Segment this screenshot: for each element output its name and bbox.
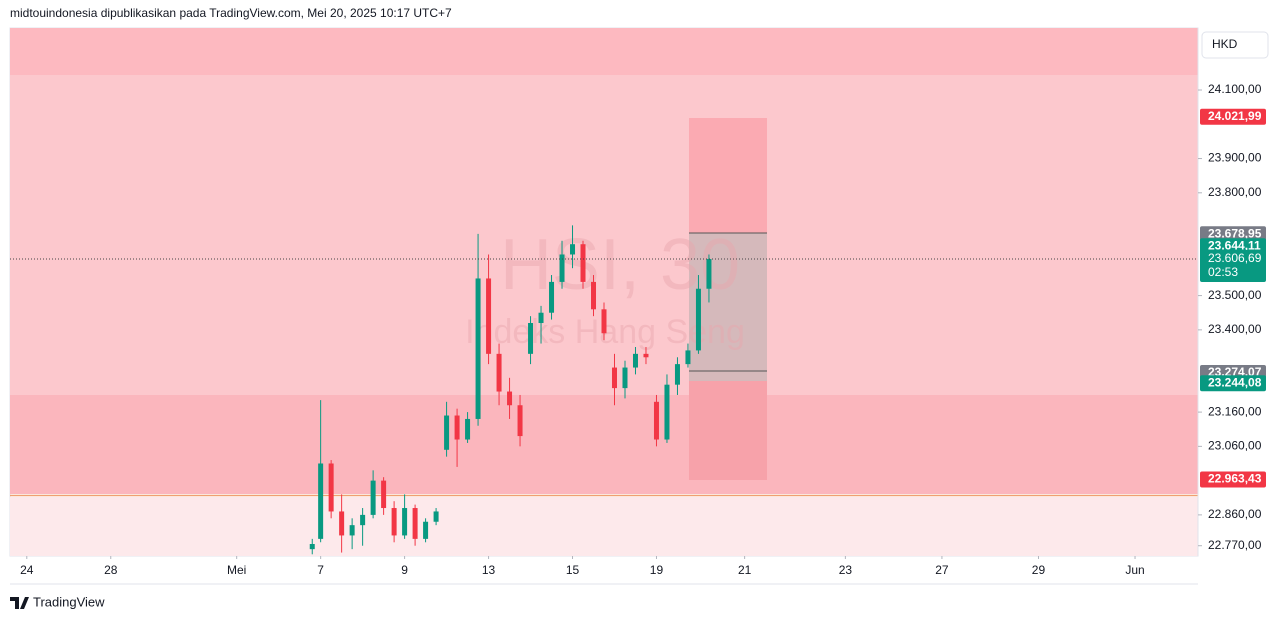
- candle-body: [538, 312, 544, 324]
- logo: TradingView: [10, 594, 105, 609]
- candle-body: [601, 309, 607, 334]
- zone-top: [10, 28, 1198, 75]
- y-tick-label: 23.500,00: [1208, 288, 1262, 302]
- price-label: 23.678,95: [1208, 226, 1262, 240]
- x-tick-label: Mei: [227, 563, 246, 577]
- zone-low: [10, 395, 1198, 494]
- candle-body: [360, 514, 366, 526]
- y-tick-label: 23.800,00: [1208, 185, 1262, 199]
- currency: HKD: [1212, 37, 1238, 51]
- price-label-box: [1200, 375, 1266, 392]
- candle-body: [580, 244, 586, 282]
- candle-body: [685, 350, 691, 365]
- target-zone: [689, 118, 767, 233]
- y-tick-label: 23.900,00: [1208, 151, 1262, 165]
- candle-body: [507, 391, 513, 406]
- watermark: HSI, 30: [500, 225, 740, 305]
- candle-body: [475, 278, 481, 419]
- y-tick-label: 23.160,00: [1208, 404, 1262, 418]
- axes: 24.100,00 23.900,00 23.800,00 23.500,00 23.4…: [20, 82, 1266, 577]
- logo-icon: [10, 597, 29, 609]
- candle-body: [496, 353, 502, 392]
- candle-body: [632, 353, 638, 368]
- x-tick-label: 19: [650, 563, 664, 577]
- candle-body: [653, 401, 659, 440]
- candle-body: [674, 364, 680, 385]
- x-tick-label: 28: [104, 563, 118, 577]
- x-tick-label: 23: [839, 563, 853, 577]
- header: midtouindonesia dipublikasikan pada Trad…: [10, 6, 452, 20]
- candle-body: [454, 415, 460, 440]
- price-label: 23.644,11: [1208, 238, 1261, 252]
- zone-mid: [10, 75, 1198, 395]
- candle-body: [706, 259, 712, 289]
- candle-body: [695, 288, 701, 351]
- candle-body: [559, 254, 565, 282]
- candle-body: [622, 367, 628, 389]
- y-tick-label: 22.770,00: [1208, 538, 1262, 552]
- x-tick-label: Jun: [1125, 563, 1144, 577]
- zones: [10, 28, 1198, 556]
- entry-zone: [689, 233, 767, 381]
- y-tick-label: 24.100,00: [1208, 82, 1262, 96]
- stop-zone: [689, 381, 767, 480]
- x-tick-label: 29: [1032, 563, 1046, 577]
- candle-body: [570, 244, 576, 255]
- zone-bottom: [10, 497, 1198, 556]
- candle-body: [591, 281, 597, 310]
- y-tick-label: 23.400,00: [1208, 322, 1262, 336]
- candle-body: [465, 418, 471, 440]
- candle-body: [528, 323, 534, 354]
- candle-body: [391, 508, 397, 536]
- candle-body: [328, 463, 334, 512]
- x-tick-label: 27: [935, 563, 949, 577]
- price-label-box: [1200, 250, 1266, 283]
- candle-body: [611, 367, 617, 389]
- x-tick-label: 15: [566, 563, 580, 577]
- x-tick-label: 9: [401, 563, 408, 577]
- y-tick-label: 23.060,00: [1208, 439, 1262, 453]
- x-tick-label: 7: [317, 563, 324, 577]
- candle-body: [370, 480, 376, 515]
- x-tick-label: 24: [20, 563, 34, 577]
- candle-body: [486, 278, 492, 354]
- candle-body: [664, 384, 670, 440]
- candle-body: [643, 353, 649, 358]
- price-label: 23.606,69: [1208, 251, 1262, 265]
- candle-body: [318, 463, 324, 539]
- price-label: 24.021,99: [1208, 109, 1262, 123]
- candle-body: [339, 511, 345, 536]
- x-tick-label: 13: [482, 563, 496, 577]
- price-label-box: [1200, 471, 1266, 488]
- price-label: 23.244,08: [1208, 375, 1262, 389]
- candle-body: [349, 525, 355, 536]
- candle-body: [412, 508, 418, 539]
- position-tool: [689, 118, 767, 480]
- candle-body: [433, 511, 439, 522]
- candle-body: [309, 544, 315, 550]
- plot: [10, 225, 1198, 555]
- candle-body: [381, 480, 387, 509]
- candle-body: [444, 415, 450, 450]
- candle-body: [549, 281, 555, 313]
- candle-body: [517, 405, 523, 437]
- candle-body: [423, 521, 429, 539]
- x-tick-label: 21: [738, 563, 752, 577]
- candle-body: [402, 508, 408, 536]
- footer: TradingView: [33, 594, 105, 609]
- y-tick-label: 22.860,00: [1208, 507, 1262, 521]
- price-label-box: [1200, 108, 1266, 125]
- countdown: 02:53: [1208, 265, 1238, 279]
- price-label: 22.963,43: [1208, 472, 1262, 486]
- currency-box: [1201, 31, 1269, 59]
